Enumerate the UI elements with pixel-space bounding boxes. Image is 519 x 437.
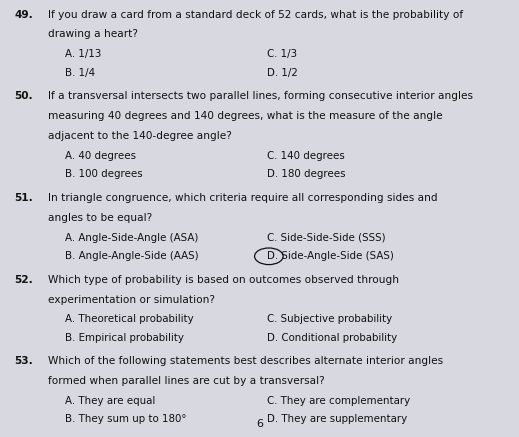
Text: drawing a heart?: drawing a heart?	[48, 30, 138, 39]
Text: 53.: 53.	[15, 357, 33, 366]
Text: A. 40 degrees: A. 40 degrees	[65, 151, 136, 161]
Text: C. They are complementary: C. They are complementary	[267, 396, 411, 406]
Text: If you draw a card from a standard deck of 52 cards, what is the probability of: If you draw a card from a standard deck …	[48, 10, 463, 20]
Text: B. Angle-Angle-Side (AAS): B. Angle-Angle-Side (AAS)	[65, 251, 198, 261]
Text: B. 100 degrees: B. 100 degrees	[65, 170, 143, 179]
Text: If a transversal intersects two parallel lines, forming consecutive interior ang: If a transversal intersects two parallel…	[48, 91, 473, 101]
Text: 51.: 51.	[15, 193, 33, 203]
Text: adjacent to the 140-degree angle?: adjacent to the 140-degree angle?	[48, 131, 231, 141]
Text: Which type of probability is based on outcomes observed through: Which type of probability is based on ou…	[48, 275, 399, 284]
Text: C. 1/3: C. 1/3	[267, 49, 297, 59]
Text: B. 1/4: B. 1/4	[65, 68, 95, 78]
Text: D. Side-Angle-Side (SAS): D. Side-Angle-Side (SAS)	[267, 251, 394, 261]
Text: A. Angle-Side-Angle (ASA): A. Angle-Side-Angle (ASA)	[65, 233, 198, 243]
Text: 52.: 52.	[15, 275, 33, 284]
Text: C. 140 degrees: C. 140 degrees	[267, 151, 345, 161]
Text: experimentation or simulation?: experimentation or simulation?	[48, 295, 215, 305]
Text: D. Conditional probability: D. Conditional probability	[267, 333, 398, 343]
Text: formed when parallel lines are cut by a transversal?: formed when parallel lines are cut by a …	[48, 376, 324, 386]
Text: D. 180 degrees: D. 180 degrees	[267, 170, 346, 179]
Text: angles to be equal?: angles to be equal?	[48, 213, 152, 223]
Text: A. Theoretical probability: A. Theoretical probability	[65, 315, 194, 324]
Text: D. They are supplementary: D. They are supplementary	[267, 414, 407, 424]
Text: A. They are equal: A. They are equal	[65, 396, 155, 406]
Text: C. Subjective probability: C. Subjective probability	[267, 315, 392, 324]
Text: A. 1/13: A. 1/13	[65, 49, 101, 59]
Text: In triangle congruence, which criteria require all corresponding sides and: In triangle congruence, which criteria r…	[48, 193, 438, 203]
Text: B. They sum up to 180°: B. They sum up to 180°	[65, 414, 186, 424]
Text: B. Empirical probability: B. Empirical probability	[65, 333, 184, 343]
Text: C. Side-Side-Side (SSS): C. Side-Side-Side (SSS)	[267, 233, 386, 243]
Text: Which of the following statements best describes alternate interior angles: Which of the following statements best d…	[48, 357, 443, 366]
Text: measuring 40 degrees and 140 degrees, what is the measure of the angle: measuring 40 degrees and 140 degrees, wh…	[48, 111, 442, 121]
Text: 50.: 50.	[15, 91, 33, 101]
Text: 6: 6	[256, 419, 263, 429]
Text: D. 1/2: D. 1/2	[267, 68, 298, 78]
Text: 49.: 49.	[15, 10, 33, 20]
